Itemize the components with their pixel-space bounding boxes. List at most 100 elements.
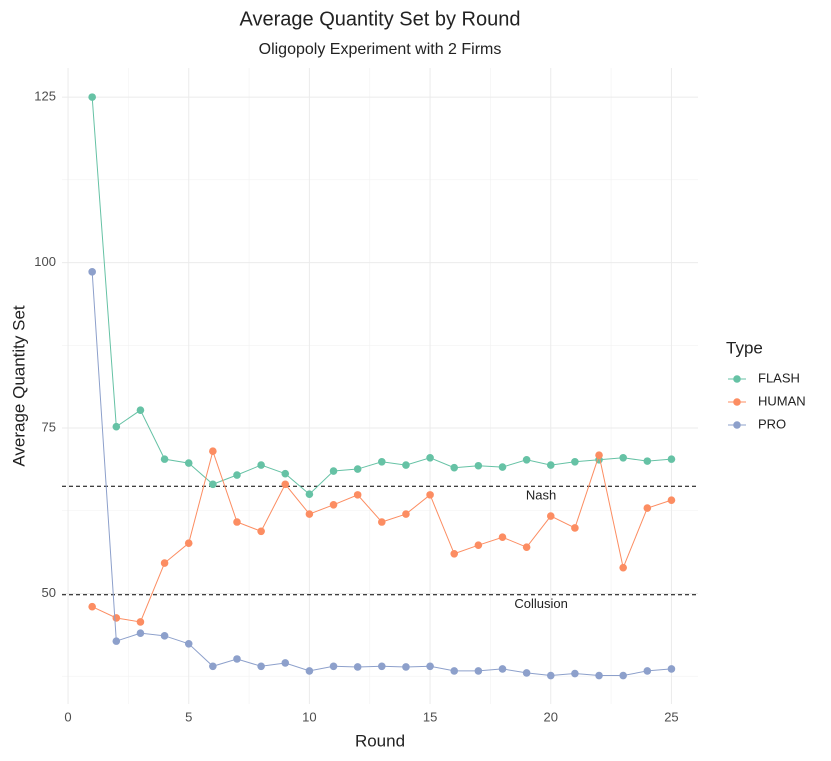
data-point [281, 469, 290, 478]
data-point [595, 671, 603, 680]
x-tick-label: 20 [544, 709, 558, 724]
data-point [474, 667, 483, 675]
y-tick-label: 75 [42, 419, 56, 434]
data-point [305, 667, 314, 675]
data-point [184, 639, 193, 648]
data-point [667, 455, 676, 463]
data-point [595, 451, 603, 459]
data-point [305, 490, 314, 499]
data-point [378, 457, 386, 466]
data-point [209, 480, 217, 489]
series-line [91, 97, 672, 495]
legend-label: PRO [758, 416, 786, 431]
data-point [571, 669, 579, 678]
data-point [160, 559, 169, 567]
data-point [426, 662, 434, 671]
data-point [136, 406, 145, 414]
data-point [136, 629, 145, 637]
reference-label: Nash [526, 488, 556, 503]
data-point [209, 662, 217, 671]
data-point [233, 655, 241, 663]
data-point [88, 602, 96, 611]
data-point [233, 471, 241, 479]
data-point [305, 510, 314, 518]
data-point [643, 667, 652, 675]
data-point [329, 500, 338, 509]
data-point [257, 662, 265, 671]
data-point [184, 539, 193, 547]
series-line [91, 449, 672, 623]
data-point [546, 461, 555, 469]
data-point [667, 496, 676, 504]
legend-title: Type [726, 338, 763, 357]
data-point [353, 663, 362, 671]
data-point [498, 533, 507, 542]
y-tick-label: 50 [42, 585, 56, 600]
legend-swatch [733, 398, 741, 406]
data-point [353, 491, 362, 499]
chart-subtitle: Oligopoly Experiment with 2 Firms [259, 41, 502, 58]
data-point [474, 541, 483, 549]
data-point [522, 455, 531, 464]
data-point [160, 455, 169, 463]
data-point [88, 93, 96, 101]
data-point [112, 637, 121, 645]
data-point [257, 461, 265, 469]
data-point [281, 659, 290, 667]
data-point [619, 671, 627, 680]
data-point [474, 461, 483, 470]
y-tick-label: 125 [34, 89, 56, 104]
chart-title: Average Quantity Set by Round [240, 8, 521, 30]
y-axis-label: Average Quantity Set [9, 305, 28, 467]
data-point [643, 504, 652, 512]
data-point [571, 524, 579, 532]
data-point [450, 463, 459, 472]
data-point [498, 463, 507, 471]
data-point [546, 671, 555, 680]
data-point [402, 663, 410, 671]
data-point [136, 618, 145, 626]
data-point [498, 665, 507, 673]
x-tick-label: 10 [302, 709, 316, 724]
data-point [281, 480, 290, 489]
data-point [402, 461, 410, 469]
data-point [112, 614, 121, 622]
data-point [329, 662, 338, 671]
data-point [643, 457, 652, 465]
data-point [619, 454, 627, 462]
data-point [426, 491, 434, 499]
data-point [160, 632, 169, 640]
data-point [88, 268, 96, 276]
legend-swatch [733, 375, 741, 383]
data-point [257, 527, 265, 536]
data-point [209, 447, 217, 455]
data-point [450, 667, 459, 675]
data-point [329, 467, 338, 475]
legend-label: FLASH [758, 370, 800, 385]
data-point [353, 465, 362, 473]
data-point [546, 512, 555, 520]
x-tick-label: 15 [423, 709, 437, 724]
x-axis-label: Round [355, 731, 405, 750]
x-tick-label: 5 [185, 709, 192, 724]
data-point [522, 543, 531, 551]
data-point [667, 665, 676, 673]
data-point [522, 669, 531, 677]
data-point [233, 518, 241, 526]
reference-label: Collusion [514, 596, 567, 611]
data-point [378, 518, 386, 526]
data-point [378, 662, 386, 671]
data-point [184, 459, 193, 467]
data-point [571, 457, 579, 466]
legend-swatch [733, 421, 741, 429]
data-point [112, 422, 121, 431]
data-point [450, 549, 459, 558]
y-tick-label: 100 [34, 254, 56, 269]
x-tick-label: 25 [664, 709, 678, 724]
data-point [426, 454, 434, 462]
series-line [91, 271, 672, 677]
data-point [619, 563, 627, 572]
x-tick-label: 0 [64, 709, 71, 724]
data-point [402, 510, 410, 518]
